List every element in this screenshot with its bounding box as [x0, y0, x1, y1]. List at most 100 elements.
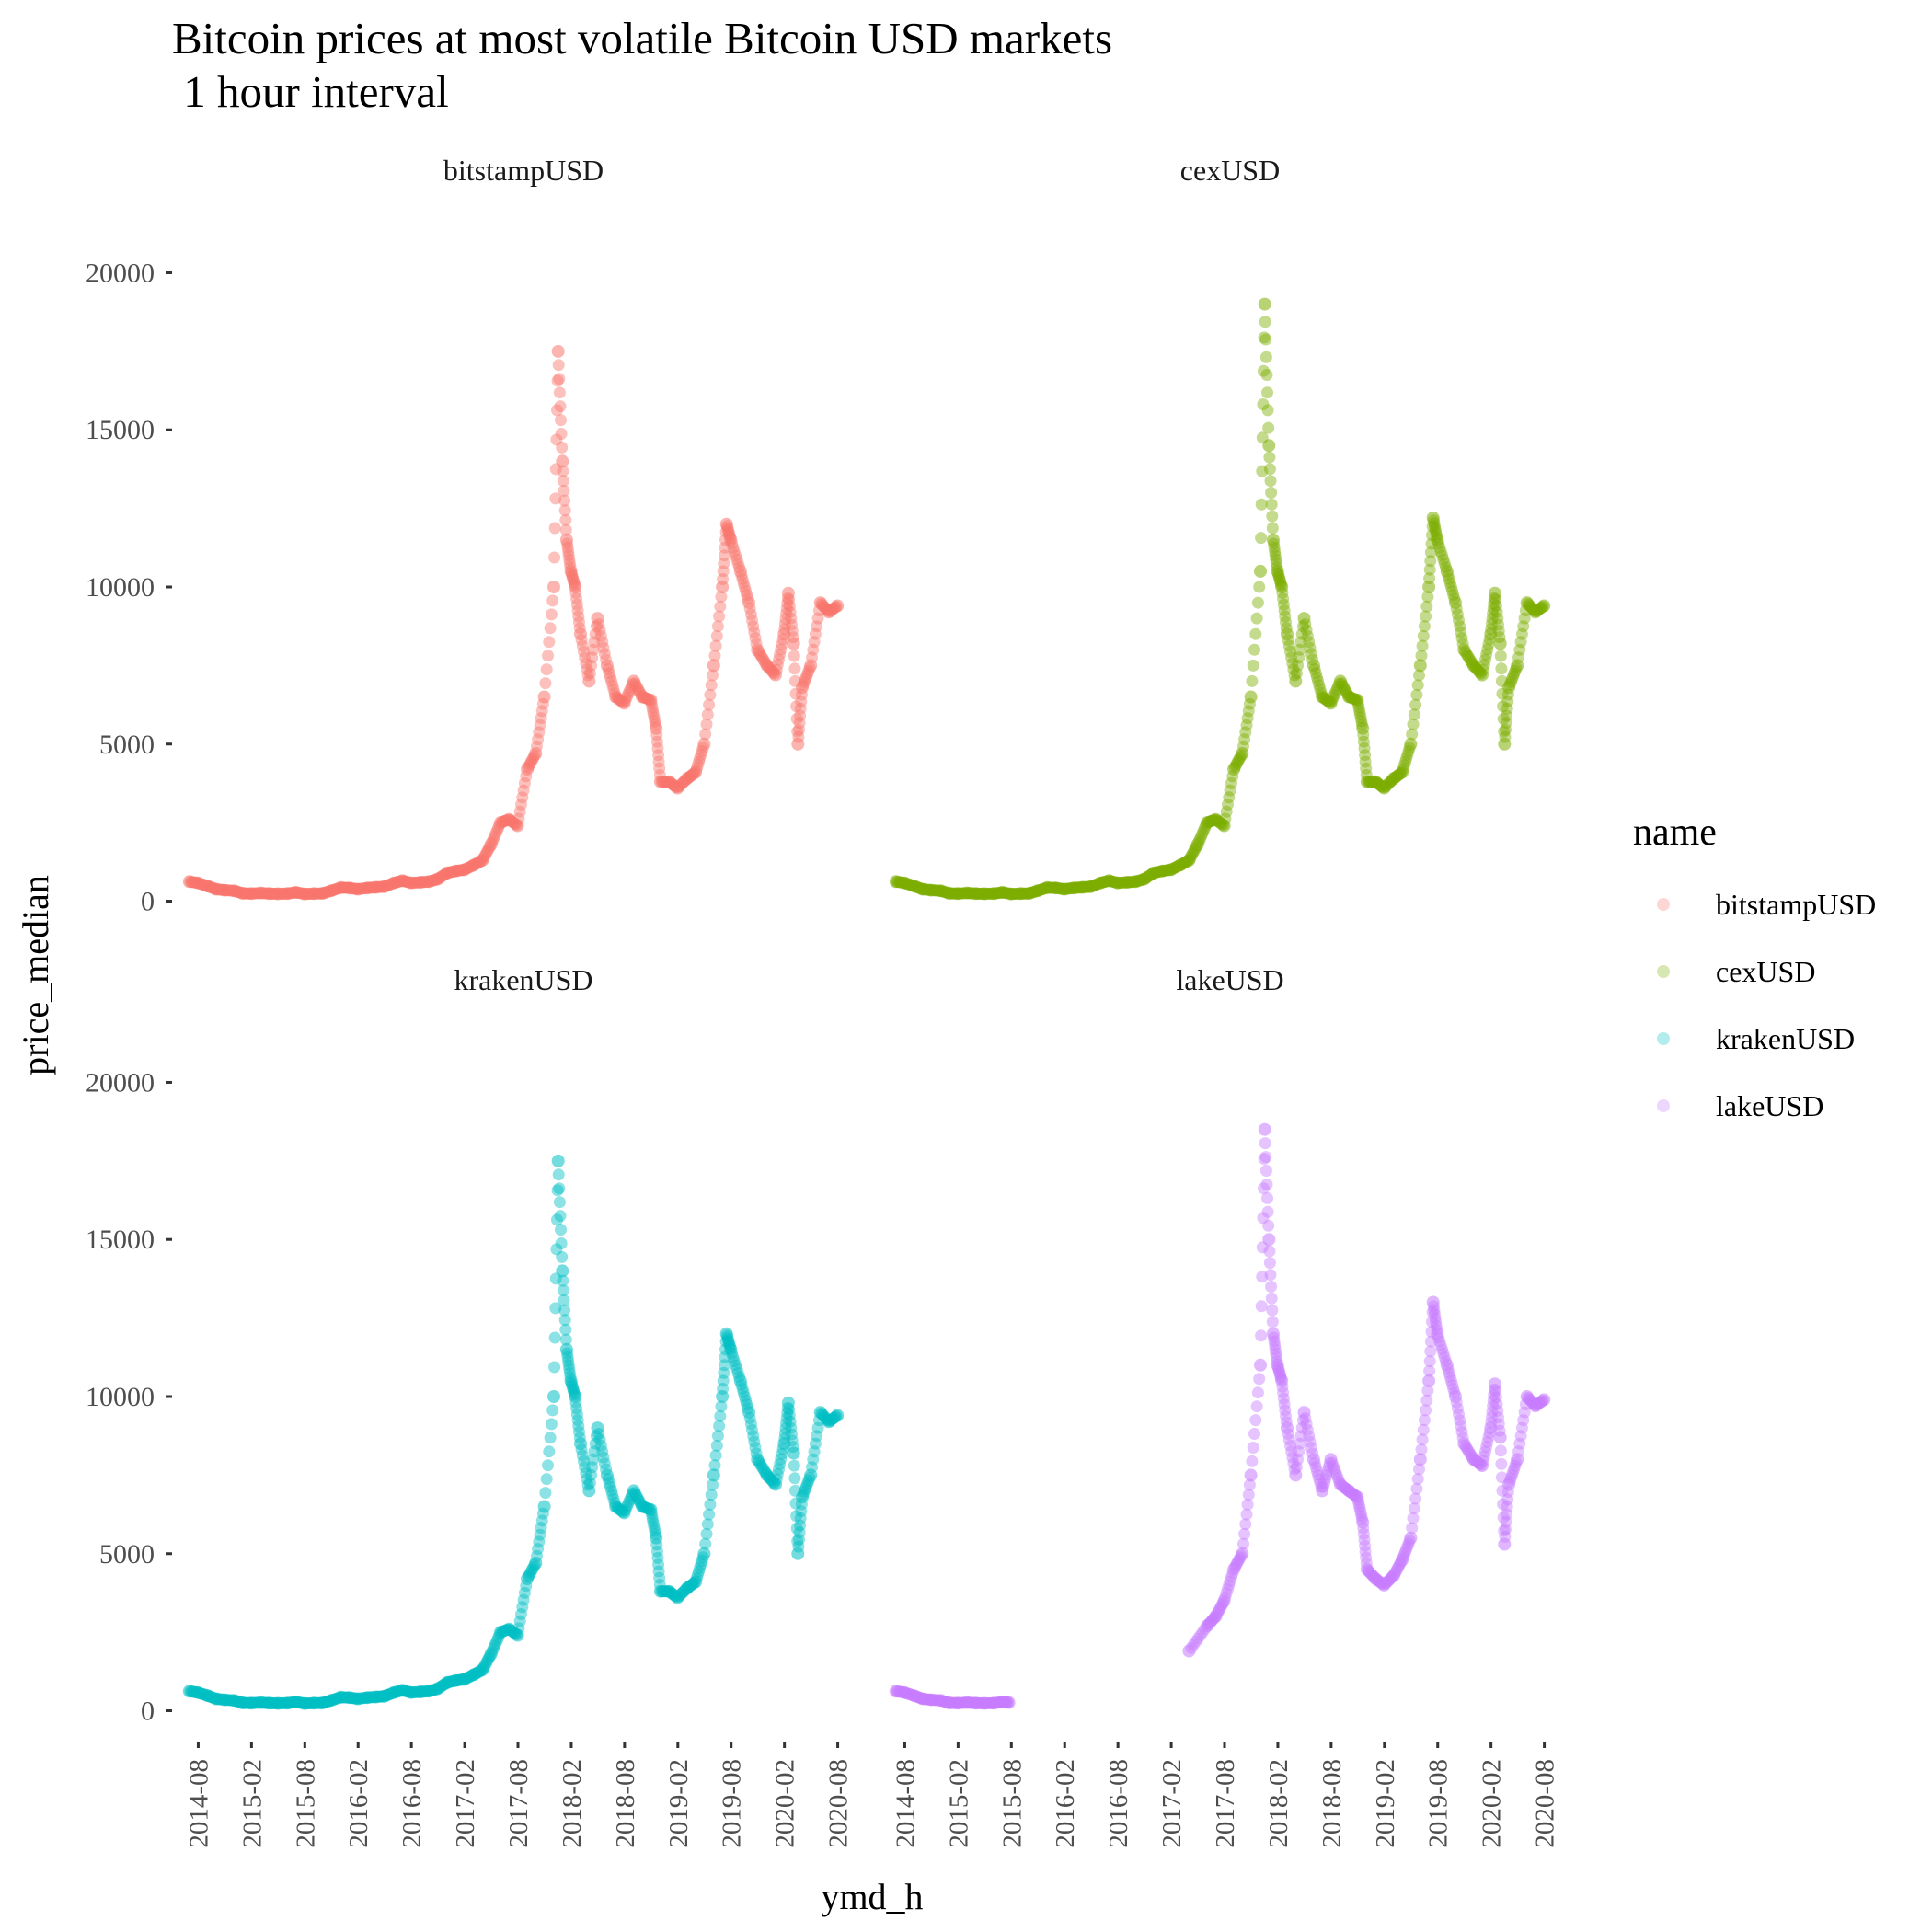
data-point-trail — [795, 696, 808, 708]
data-point-trail — [1292, 659, 1305, 672]
data-point-trail — [479, 848, 492, 861]
data-point — [218, 883, 231, 897]
data-point-trail — [1379, 1578, 1392, 1591]
data-point-trail — [629, 679, 642, 692]
data-point-trail — [580, 657, 592, 670]
data-point-trail — [1222, 1582, 1234, 1595]
data-point-trail — [531, 740, 543, 753]
data-point-trail — [690, 1572, 703, 1585]
data-point-trail — [1486, 613, 1499, 626]
data-point-trail — [1492, 618, 1504, 631]
data-point-trail — [794, 709, 807, 722]
data-point-trail — [737, 577, 750, 590]
data-point-trail — [1294, 636, 1307, 649]
data-point — [1413, 1453, 1427, 1466]
data-point-trail — [650, 729, 663, 742]
data-point-trail — [575, 1443, 588, 1456]
data-point-trail — [1433, 541, 1446, 554]
data-point-trail — [552, 1168, 565, 1181]
data-point — [351, 1692, 364, 1706]
data-point-trail — [1246, 1455, 1259, 1467]
data-point-trail — [1443, 573, 1455, 585]
data-point-trail — [1295, 1421, 1308, 1434]
data-point-trail — [593, 624, 606, 637]
data-point-trail — [551, 374, 564, 387]
data-point-trail — [694, 1561, 707, 1574]
data-point-trail — [1326, 1456, 1339, 1469]
data-point — [1217, 1594, 1231, 1607]
data-point-trail — [794, 702, 807, 715]
data-point — [404, 1685, 418, 1699]
data-point-trail — [1285, 1445, 1298, 1458]
data-point-trail — [770, 663, 783, 676]
data-point-trail — [546, 1404, 559, 1417]
data-point-trail — [1336, 679, 1349, 692]
data-point-trail — [589, 627, 602, 640]
data-point — [1426, 511, 1440, 524]
data-point-trail — [1443, 1366, 1455, 1379]
data-point-trail — [701, 1518, 714, 1531]
data-point-trail — [1277, 1386, 1290, 1399]
data-point-trail — [566, 569, 579, 581]
points-bitstampusd — [182, 344, 845, 901]
data-point-trail — [1213, 1604, 1225, 1617]
x-tick-label: 2019-08 — [1424, 1759, 1454, 1848]
data-point — [733, 564, 747, 578]
data-point — [1457, 643, 1471, 657]
data-point-trail — [1420, 1394, 1433, 1407]
data-point-trail — [1417, 629, 1430, 642]
data-point — [781, 586, 795, 600]
y-tick-label: 0 — [141, 1696, 155, 1727]
data-point-trail — [619, 694, 632, 707]
data-point-trail — [1500, 1515, 1512, 1528]
data-point-trail — [780, 1412, 793, 1424]
data-point-trail — [1313, 679, 1326, 692]
data-point-trail — [728, 1355, 741, 1368]
data-point-trail — [1256, 465, 1269, 477]
data-point-trail — [576, 639, 589, 652]
strip-label-krakenusd: krakenUSD — [454, 963, 592, 996]
data-point-trail — [753, 648, 766, 661]
data-point — [769, 668, 782, 682]
data-point — [1236, 1547, 1249, 1560]
data-point-trail — [793, 1526, 806, 1539]
data-point-trail — [1460, 648, 1473, 661]
points-krakenusd — [182, 1154, 845, 1710]
data-point-trail — [512, 812, 525, 825]
data-point-trail — [1514, 636, 1527, 649]
data-point-trail — [534, 719, 546, 731]
data-point-trail — [1318, 1477, 1330, 1489]
data-point-trail — [747, 620, 760, 633]
data-point — [574, 627, 587, 641]
data-point-trail — [1238, 1527, 1251, 1540]
data-point-trail — [517, 784, 530, 797]
data-point-trail — [518, 776, 531, 789]
data-point — [1537, 599, 1551, 613]
data-point-trail — [576, 1449, 589, 1462]
data-point — [831, 1409, 845, 1422]
x-tick-label: 2019-02 — [664, 1759, 694, 1848]
data-point — [1476, 1459, 1489, 1473]
data-point-trail — [515, 799, 527, 811]
data-point — [537, 690, 551, 704]
data-point-trail — [619, 1503, 632, 1516]
data-point-trail — [1329, 1466, 1342, 1478]
data-point-trail — [623, 685, 636, 698]
data-point-trail — [1428, 520, 1441, 533]
data-point-trail — [1480, 648, 1493, 661]
data-point-trail — [1505, 673, 1518, 685]
data-point — [1377, 781, 1391, 795]
data-point-trail — [565, 1376, 578, 1389]
data-point-trail — [650, 735, 663, 748]
data-point — [1236, 747, 1249, 760]
data-point-trail — [1461, 650, 1474, 662]
data-point — [787, 637, 800, 650]
data-point-trail — [647, 705, 660, 717]
data-point — [781, 1396, 795, 1409]
legend-key-krakenusd — [1657, 1032, 1670, 1045]
data-point-trail — [1304, 641, 1317, 654]
data-point-trail — [1239, 1518, 1252, 1531]
data-point — [547, 1390, 560, 1403]
data-point-trail — [1248, 643, 1260, 656]
data-point-trail — [1247, 1442, 1259, 1454]
